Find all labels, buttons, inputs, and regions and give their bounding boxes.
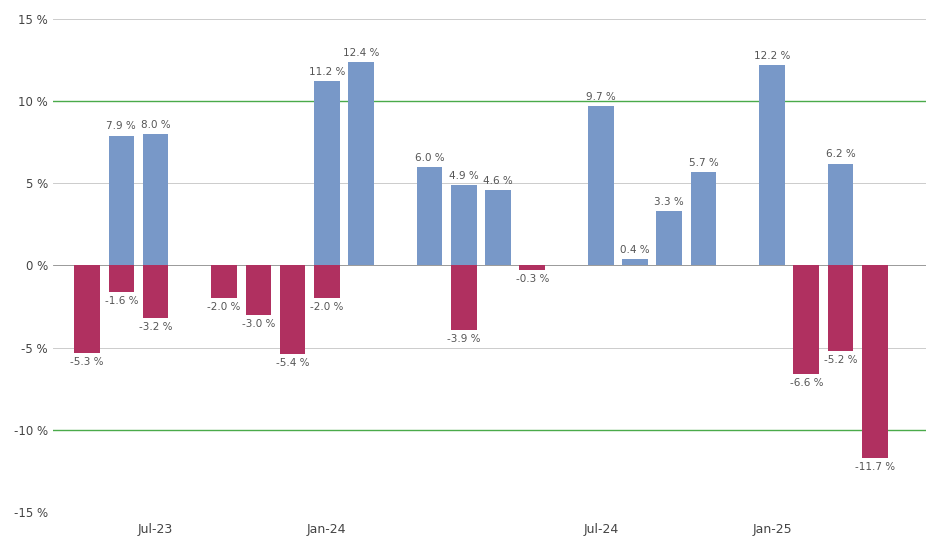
Bar — [314, 81, 339, 266]
Text: 6.2 %: 6.2 % — [825, 150, 855, 160]
Text: 5.7 %: 5.7 % — [689, 158, 718, 168]
Bar — [143, 134, 168, 266]
Bar — [416, 167, 443, 266]
Bar — [108, 136, 134, 266]
Text: 11.2 %: 11.2 % — [308, 67, 345, 77]
Text: -5.2 %: -5.2 % — [823, 355, 857, 365]
Text: -11.7 %: -11.7 % — [854, 462, 895, 472]
Text: -6.6 %: -6.6 % — [790, 378, 823, 388]
Bar — [588, 106, 614, 266]
Text: -3.2 %: -3.2 % — [139, 322, 172, 332]
Text: 4.9 %: 4.9 % — [449, 171, 478, 181]
Bar — [280, 266, 306, 354]
Bar — [520, 266, 545, 271]
Bar — [451, 185, 477, 266]
Text: 7.9 %: 7.9 % — [106, 122, 136, 131]
Text: 9.7 %: 9.7 % — [586, 92, 616, 102]
Text: -5.4 %: -5.4 % — [275, 358, 309, 368]
Bar — [108, 266, 134, 292]
Bar — [485, 190, 511, 266]
Bar — [74, 266, 100, 353]
Text: -0.3 %: -0.3 % — [516, 274, 549, 284]
Bar — [691, 172, 716, 266]
Text: 8.0 %: 8.0 % — [141, 120, 170, 130]
Text: 6.0 %: 6.0 % — [415, 153, 445, 163]
Text: 12.2 %: 12.2 % — [754, 51, 791, 61]
Text: -3.9 %: -3.9 % — [447, 334, 480, 344]
Bar — [143, 266, 168, 318]
Bar — [245, 266, 271, 315]
Bar — [451, 266, 477, 329]
Text: -3.0 %: -3.0 % — [242, 319, 275, 329]
Bar — [862, 266, 887, 458]
Text: 3.3 %: 3.3 % — [654, 197, 684, 207]
Bar — [348, 62, 374, 266]
Bar — [212, 266, 237, 298]
Bar — [793, 266, 819, 374]
Text: -1.6 %: -1.6 % — [104, 296, 138, 306]
Text: 0.4 %: 0.4 % — [620, 245, 650, 255]
Bar — [314, 266, 339, 298]
Text: 12.4 %: 12.4 % — [343, 47, 379, 58]
Text: -2.0 %: -2.0 % — [208, 302, 241, 312]
Text: -5.3 %: -5.3 % — [70, 356, 103, 367]
Bar — [656, 211, 682, 266]
Bar — [760, 65, 785, 266]
Text: -2.0 %: -2.0 % — [310, 302, 343, 312]
Text: 4.6 %: 4.6 % — [483, 175, 513, 186]
Bar — [622, 259, 648, 266]
Bar — [827, 266, 854, 351]
Bar — [827, 163, 854, 266]
